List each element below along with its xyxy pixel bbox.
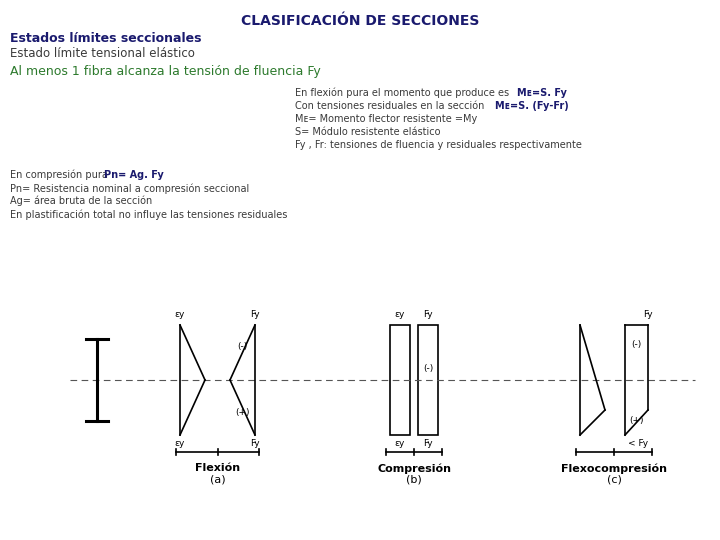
Text: Con tensiones residuales en la sección: Con tensiones residuales en la sección — [295, 101, 487, 111]
Text: S= Módulo resistente elástico: S= Módulo resistente elástico — [295, 127, 441, 137]
Text: (-): (-) — [423, 363, 433, 373]
Text: Mᴇ= Momento flector resistente =My: Mᴇ= Momento flector resistente =My — [295, 114, 477, 124]
Text: Pn= Ag. Fy: Pn= Ag. Fy — [104, 170, 163, 180]
Text: Flexión: Flexión — [195, 463, 240, 473]
Text: En plastificación total no influye las tensiones residuales: En plastificación total no influye las t… — [10, 209, 287, 219]
Text: (+): (+) — [629, 415, 644, 424]
Text: εy: εy — [175, 439, 185, 448]
Text: Pn= Resistencia nominal a compresión seccional: Pn= Resistencia nominal a compresión sec… — [10, 183, 249, 193]
Text: Al menos 1 fibra alcanza la tensión de fluencia Fy: Al menos 1 fibra alcanza la tensión de f… — [10, 65, 320, 78]
Text: (-): (-) — [238, 342, 248, 352]
Text: Fy: Fy — [423, 310, 433, 319]
Text: Estados límites seccionales: Estados límites seccionales — [10, 32, 202, 45]
Text: Estado límite tensional elástico: Estado límite tensional elástico — [10, 47, 195, 60]
Text: En compresión pura: En compresión pura — [10, 170, 117, 180]
Text: Compresión: Compresión — [377, 463, 451, 474]
Text: Fy , Fr: tensiones de fluencia y residuales respectivamente: Fy , Fr: tensiones de fluencia y residua… — [295, 140, 582, 150]
Text: Fy: Fy — [250, 439, 260, 448]
Text: εy: εy — [395, 439, 405, 448]
Text: Flexocompresión: Flexocompresión — [561, 463, 667, 474]
Text: Fy: Fy — [423, 439, 433, 448]
Text: < Fy: < Fy — [629, 439, 649, 448]
Text: (+): (+) — [235, 408, 250, 417]
Text: Mᴇ=S. Fy: Mᴇ=S. Fy — [517, 88, 567, 98]
Text: En flexión pura el momento que produce es: En flexión pura el momento que produce e… — [295, 88, 516, 98]
Text: (-): (-) — [631, 341, 642, 349]
Text: (a): (a) — [210, 474, 225, 484]
Text: Fy: Fy — [250, 310, 260, 319]
Text: Mᴇ=S. (Fy-Fr): Mᴇ=S. (Fy-Fr) — [495, 101, 569, 111]
Text: Fy: Fy — [643, 310, 653, 319]
Text: (b): (b) — [406, 474, 422, 484]
Text: Ag= área bruta de la sección: Ag= área bruta de la sección — [10, 196, 152, 206]
Text: (c): (c) — [606, 474, 621, 484]
Text: CLASIFICACIÓN DE SECCIONES: CLASIFICACIÓN DE SECCIONES — [240, 14, 480, 28]
Text: εy: εy — [175, 310, 185, 319]
Text: εy: εy — [395, 310, 405, 319]
